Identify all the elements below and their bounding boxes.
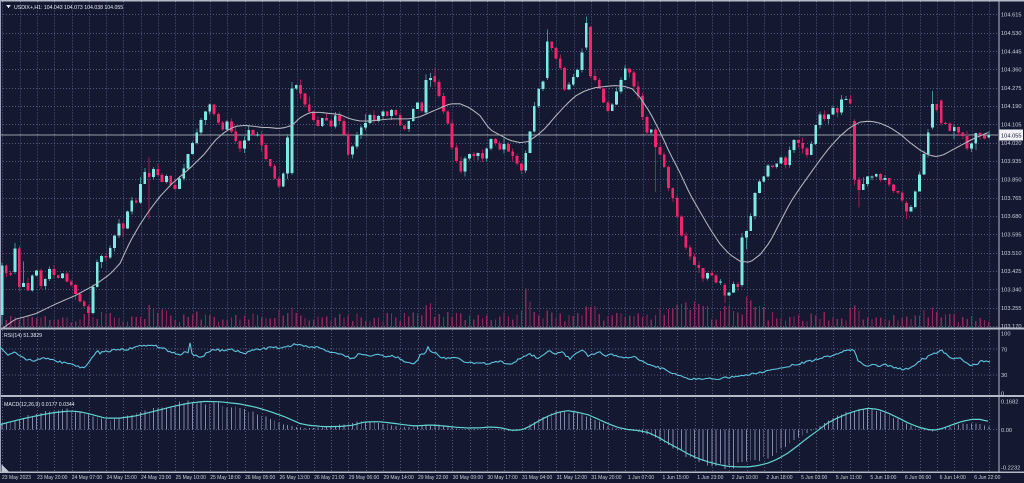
svg-text:103.510: 103.510 xyxy=(1001,251,1022,257)
svg-text:29 May 14:00: 29 May 14:00 xyxy=(383,475,414,481)
svg-text:RSI(14) 51.3829: RSI(14) 51.3829 xyxy=(4,333,42,339)
svg-text:70: 70 xyxy=(1001,348,1007,354)
svg-text:30 May 17:00: 30 May 17:00 xyxy=(487,475,518,481)
svg-text:103.680: 103.680 xyxy=(1001,214,1022,220)
svg-text:104.190: 104.190 xyxy=(1001,104,1022,110)
svg-text:31 May 04:00: 31 May 04:00 xyxy=(522,475,553,481)
svg-text:24 May 15:00: 24 May 15:00 xyxy=(106,475,137,481)
svg-text:23 May 2023: 23 May 2023 xyxy=(2,475,31,481)
svg-text:0: 0 xyxy=(1001,391,1004,397)
svg-text:26 May 13:00: 26 May 13:00 xyxy=(280,475,311,481)
svg-text:103.765: 103.765 xyxy=(1001,196,1022,202)
svg-text:100: 100 xyxy=(1001,331,1011,337)
svg-text:24 May 23:00: 24 May 23:00 xyxy=(141,475,172,481)
svg-text:30 May 09:00: 30 May 09:00 xyxy=(453,475,484,481)
svg-text:25 May 10:00: 25 May 10:00 xyxy=(176,475,207,481)
svg-text:31 May 12:00: 31 May 12:00 xyxy=(557,475,588,481)
svg-text:26 May 05:00: 26 May 05:00 xyxy=(245,475,276,481)
svg-text:103.340: 103.340 xyxy=(1001,288,1022,294)
svg-text:104.445: 104.445 xyxy=(1001,49,1022,55)
svg-text:MACD(12,26,9) 0.0177 0.0344: MACD(12,26,9) 0.0177 0.0344 xyxy=(4,402,75,408)
svg-text:103.595: 103.595 xyxy=(1001,233,1022,239)
svg-text:103.170: 103.170 xyxy=(1001,324,1022,330)
svg-text:104.275: 104.275 xyxy=(1001,86,1022,92)
svg-text:25 May 18:00: 25 May 18:00 xyxy=(210,475,241,481)
svg-text:5 Jun 03:00: 5 Jun 03:00 xyxy=(801,475,827,481)
svg-text:31 May 20:00: 31 May 20:00 xyxy=(591,475,622,481)
svg-text:104.530: 104.530 xyxy=(1001,31,1022,37)
svg-text:29 May 22:00: 29 May 22:00 xyxy=(418,475,449,481)
svg-text:30: 30 xyxy=(1001,373,1007,379)
svg-text:5 Jun 19:00: 5 Jun 19:00 xyxy=(870,475,896,481)
svg-text:103.935: 103.935 xyxy=(1001,159,1022,165)
svg-text:6 Jun 14:00: 6 Jun 14:00 xyxy=(940,475,966,481)
svg-text:0.00: 0.00 xyxy=(1001,428,1012,434)
svg-text:-0.2232: -0.2232 xyxy=(1001,465,1020,471)
svg-text:104.055: 104.055 xyxy=(1001,134,1022,140)
svg-text:1 Jun 15:00: 1 Jun 15:00 xyxy=(663,475,689,481)
svg-text:24 May 07:00: 24 May 07:00 xyxy=(72,475,103,481)
svg-text:USDIX+,H1: 104.043 104.073 104: USDIX+,H1: 104.043 104.073 104.038 104.0… xyxy=(14,5,123,11)
svg-text:1 Jun 23:00: 1 Jun 23:00 xyxy=(697,475,723,481)
svg-text:26 May 21:00: 26 May 21:00 xyxy=(314,475,345,481)
svg-text:23 May 20:00: 23 May 20:00 xyxy=(37,475,68,481)
svg-text:104.615: 104.615 xyxy=(1001,13,1022,19)
svg-text:2 Jun 10:00: 2 Jun 10:00 xyxy=(732,475,758,481)
svg-text:5 Jun 11:00: 5 Jun 11:00 xyxy=(836,475,862,481)
svg-text:6 Jun 22:00: 6 Jun 22:00 xyxy=(974,475,1000,481)
svg-text:104.020: 104.020 xyxy=(1001,141,1022,147)
svg-text:0.1682: 0.1682 xyxy=(1001,400,1018,406)
svg-text:104.105: 104.105 xyxy=(1001,123,1022,129)
svg-text:1 Jun 07:00: 1 Jun 07:00 xyxy=(628,475,654,481)
svg-text:2 Jun 18:00: 2 Jun 18:00 xyxy=(766,475,792,481)
svg-text:103.425: 103.425 xyxy=(1001,269,1022,275)
svg-text:103.255: 103.255 xyxy=(1001,306,1022,312)
svg-text:29 May 06:00: 29 May 06:00 xyxy=(349,475,380,481)
svg-text:6 Jun 06:00: 6 Jun 06:00 xyxy=(905,475,931,481)
svg-text:104.360: 104.360 xyxy=(1001,68,1022,74)
svg-text:103.850: 103.850 xyxy=(1001,178,1022,184)
